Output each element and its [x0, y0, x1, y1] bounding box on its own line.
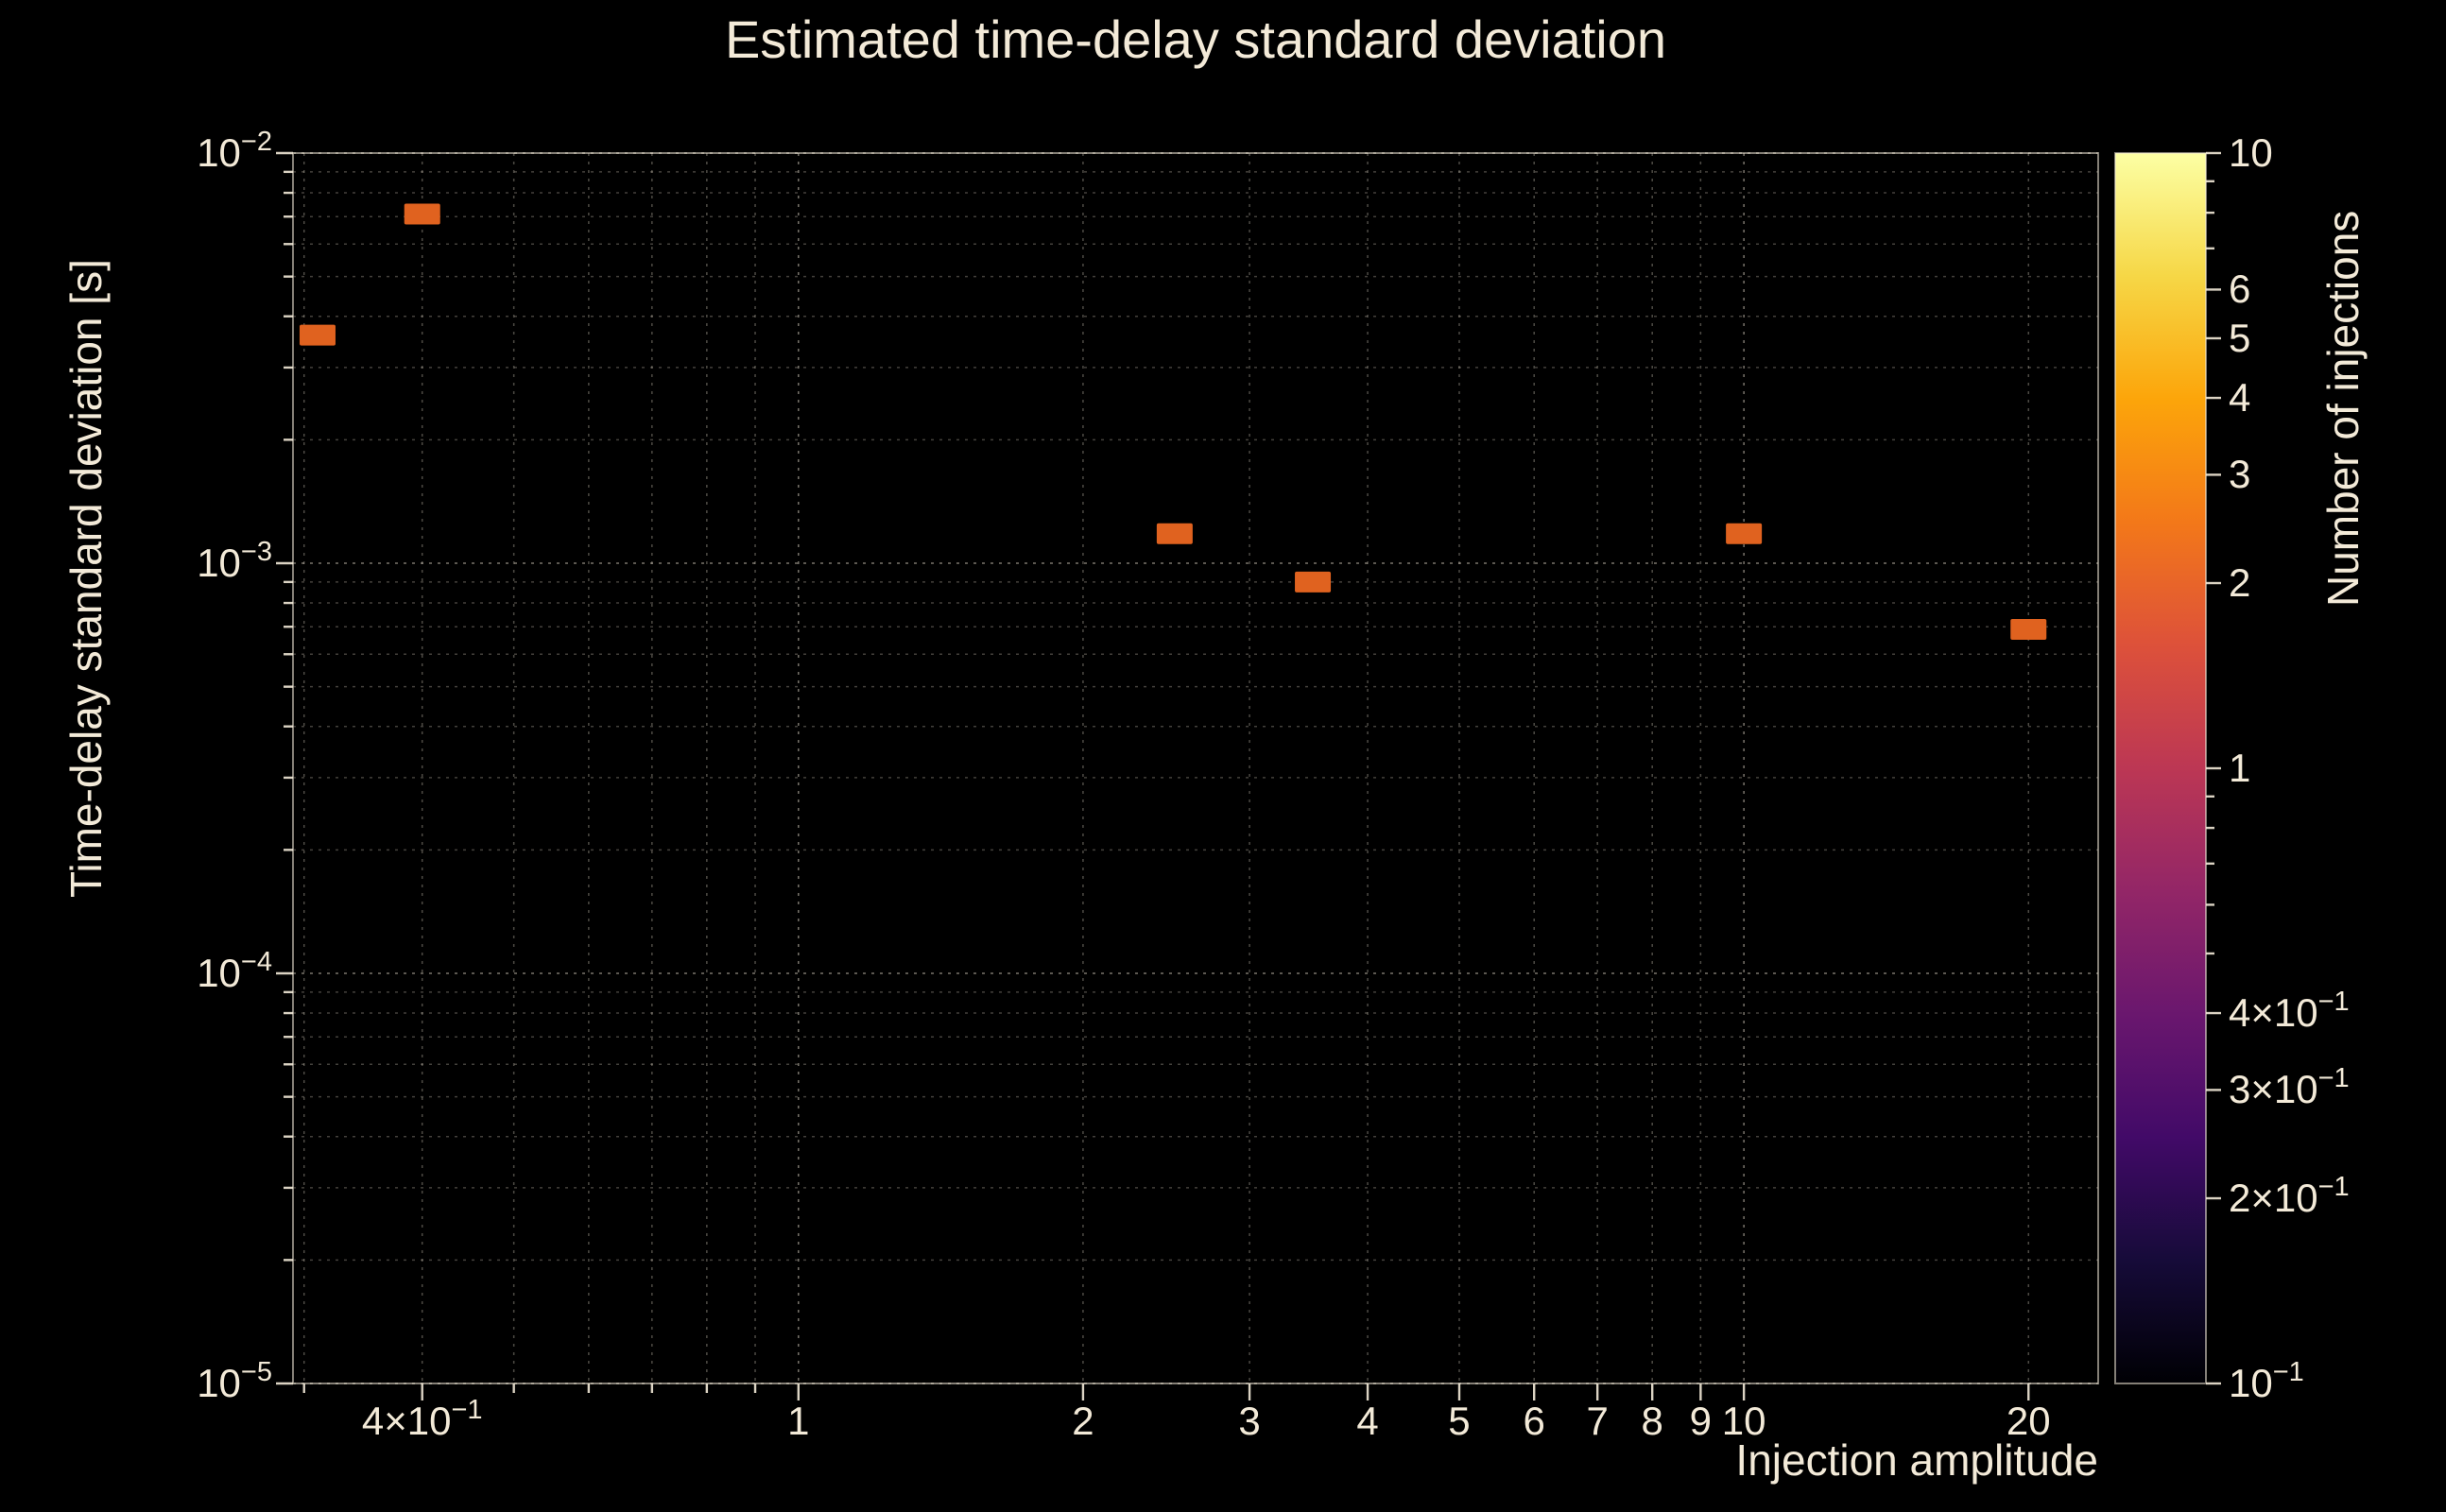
- y-tick-label: 10−3: [197, 537, 272, 586]
- colorbar-tick-label: 3×10−1: [2229, 1063, 2350, 1112]
- x-tick-label: 4: [1356, 1399, 1379, 1443]
- data-point: [299, 324, 336, 346]
- colorbar-tick-label: 5: [2229, 315, 2251, 360]
- data-points: [299, 203, 2047, 640]
- x-tick-label: 5: [1448, 1399, 1471, 1443]
- colorbar-tick-label: 2×10−1: [2229, 1172, 2350, 1221]
- x-tick-label: 4×10−1: [361, 1395, 483, 1444]
- colorbar-tick-label: 10−1: [2229, 1357, 2304, 1406]
- colorbar-tick-label: 3: [2229, 452, 2251, 497]
- data-point: [1726, 523, 1763, 544]
- y-tick-label: 10−5: [197, 1357, 272, 1406]
- x-tick-label: 7: [1586, 1399, 1609, 1443]
- colorbar-tick-label: 2: [2229, 560, 2251, 606]
- colorbar-tick-label: 4×10−1: [2229, 987, 2350, 1036]
- data-point: [1156, 523, 1193, 544]
- y-tick-label: 10−4: [197, 947, 272, 996]
- x-tick-label: 2: [1072, 1399, 1094, 1443]
- x-tick-label: 20: [2006, 1399, 2051, 1443]
- gridlines: [293, 152, 2098, 1384]
- data-point: [1295, 571, 1332, 593]
- chart-title: Estimated time-delay standard deviation: [724, 9, 1667, 69]
- plot-frame: [292, 152, 2099, 1384]
- x-tick-label: 3: [1238, 1399, 1261, 1443]
- x-tick-label: 1: [787, 1399, 810, 1443]
- axis-ticks: [276, 151, 2221, 1400]
- colorbar-tick-label: 4: [2229, 375, 2251, 421]
- x-tick-label: 10: [1721, 1399, 1766, 1443]
- colorbar-gradient: [2114, 152, 2207, 1384]
- colorbar-tick-label: 10: [2229, 130, 2273, 175]
- colorbar-tick-label: 6: [2229, 266, 2251, 312]
- x-tick-label: 6: [1523, 1399, 1545, 1443]
- data-point: [404, 203, 440, 225]
- x-tick-label: 9: [1689, 1399, 1713, 1443]
- data-point: [2010, 618, 2047, 640]
- colorbar-tick-label: 1: [2229, 746, 2251, 790]
- x-axis-label: Injection amplitude: [1735, 1435, 2098, 1485]
- y-tick-label: 10−2: [197, 127, 272, 176]
- x-tick-label: 8: [1641, 1399, 1663, 1443]
